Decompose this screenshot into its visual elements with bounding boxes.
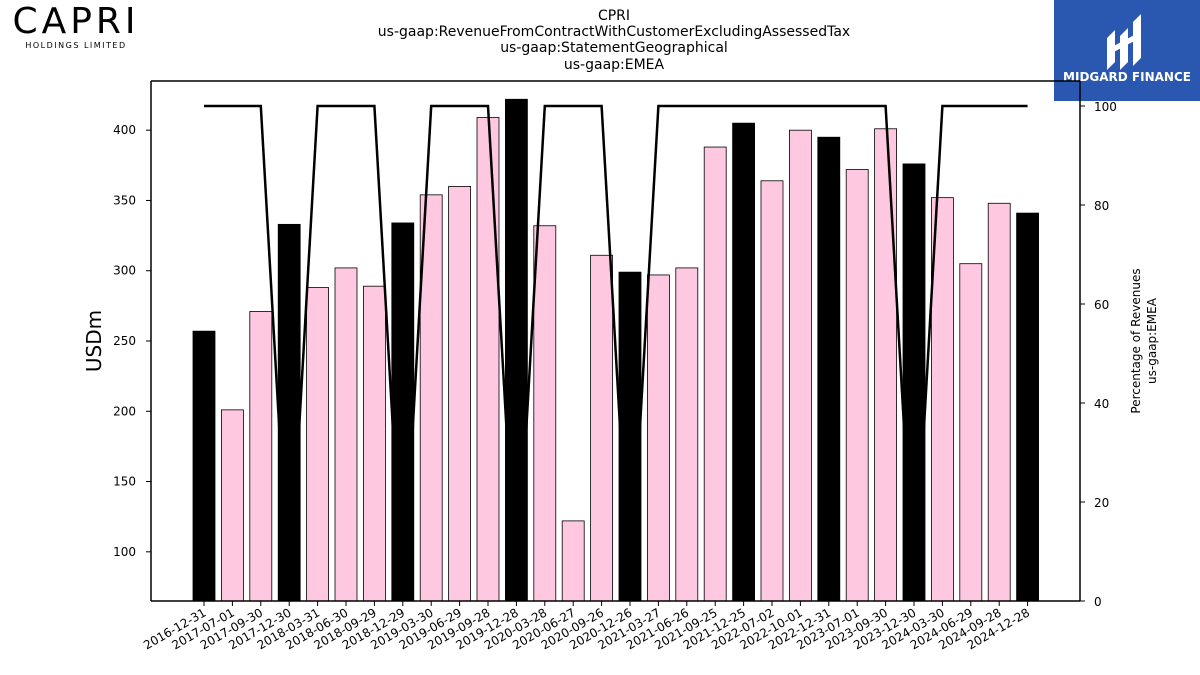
company-logo-name: CAPRI <box>12 1 139 42</box>
y-tick-label-300: 300 <box>113 264 136 278</box>
bar-2021-09-25 <box>703 146 727 602</box>
y2-tick-label-20: 20 <box>1094 496 1109 510</box>
bar-2022-07-02 <box>760 180 784 602</box>
y2-tick-label-100: 100 <box>1094 100 1117 114</box>
bar-2020-12-26 <box>618 271 642 602</box>
y2-axis-label-line-1: Percentage of Revenues <box>1129 268 1143 413</box>
bar-2020-06-27 <box>561 520 585 602</box>
company-logo-tagline: HOLDINGS LIMITED <box>25 41 126 50</box>
bar-2020-09-26 <box>590 254 613 602</box>
bar-2019-09-28 <box>476 117 500 602</box>
bar-2022-12-31 <box>817 136 841 602</box>
bar-2023-09-30 <box>874 128 897 602</box>
chart-title-line-2: us-gaap:RevenueFromContractWithCustomerE… <box>378 24 850 40</box>
bar-2024-06-29 <box>959 263 983 602</box>
y-tick-label-350: 350 <box>113 193 136 207</box>
bar-2024-09-28 <box>987 202 1011 602</box>
plot-area: 1001502002503003504000204060801002016-12… <box>113 80 1117 652</box>
percentage-line <box>204 104 1028 602</box>
bar-2017-12-30 <box>277 223 301 602</box>
y-tick-label-100: 100 <box>113 545 136 559</box>
y-axis-label: USDm <box>82 310 106 372</box>
y2-axis-label-line-2: us-gaap:EMEA <box>1145 297 1159 384</box>
bar-2018-03-31 <box>306 287 330 602</box>
bar-2019-12-28 <box>504 98 528 602</box>
y2-tick-label-40: 40 <box>1094 397 1109 411</box>
chart-title-line-1: CPRI <box>598 8 630 24</box>
y-tick-label-400: 400 <box>113 123 136 137</box>
bar-2024-12-28 <box>1016 212 1039 602</box>
y-tick-label-200: 200 <box>113 404 136 418</box>
bar-2022-10-01 <box>789 129 812 602</box>
bar-series <box>192 98 1039 602</box>
midgard-finance-badge: MIDGARD FINANCE <box>1054 0 1200 101</box>
y2-tick-label-80: 80 <box>1094 199 1109 213</box>
bar-2023-12-30 <box>902 163 926 602</box>
bar-2023-07-01 <box>845 169 869 602</box>
bar-2019-06-29 <box>448 186 472 602</box>
y-tick-label-250: 250 <box>113 334 136 348</box>
bar-2016-12-31 <box>192 330 216 602</box>
y2-axis-label: Percentage of Revenues us-gaap:EMEA <box>1129 268 1159 413</box>
midgard-logo-icon <box>1107 14 1141 70</box>
chart-title-line-3: us-gaap:StatementGeographical <box>500 40 728 56</box>
chart-title: CPRI us-gaap:RevenueFromContractWithCust… <box>378 8 850 73</box>
company-logo: CAPRI HOLDINGS LIMITED <box>12 1 139 50</box>
bar-2020-03-28 <box>533 225 557 602</box>
bar-2018-09-29 <box>362 285 386 602</box>
bar-2021-06-26 <box>675 267 699 602</box>
bar-2018-12-29 <box>391 222 415 602</box>
chart-title-line-4: us-gaap:EMEA <box>564 57 665 73</box>
badge-text: MIDGARD FINANCE <box>1063 70 1191 84</box>
y2-tick-label-60: 60 <box>1094 298 1109 312</box>
bar-2021-03-27 <box>647 274 670 602</box>
bar-2017-09-30 <box>249 311 273 602</box>
bar-2018-06-30 <box>334 267 358 602</box>
y2-tick-label-0: 0 <box>1094 595 1102 609</box>
y-tick-label-150: 150 <box>113 475 136 489</box>
bar-2017-07-01 <box>220 409 244 602</box>
bar-2021-12-25 <box>732 122 755 602</box>
